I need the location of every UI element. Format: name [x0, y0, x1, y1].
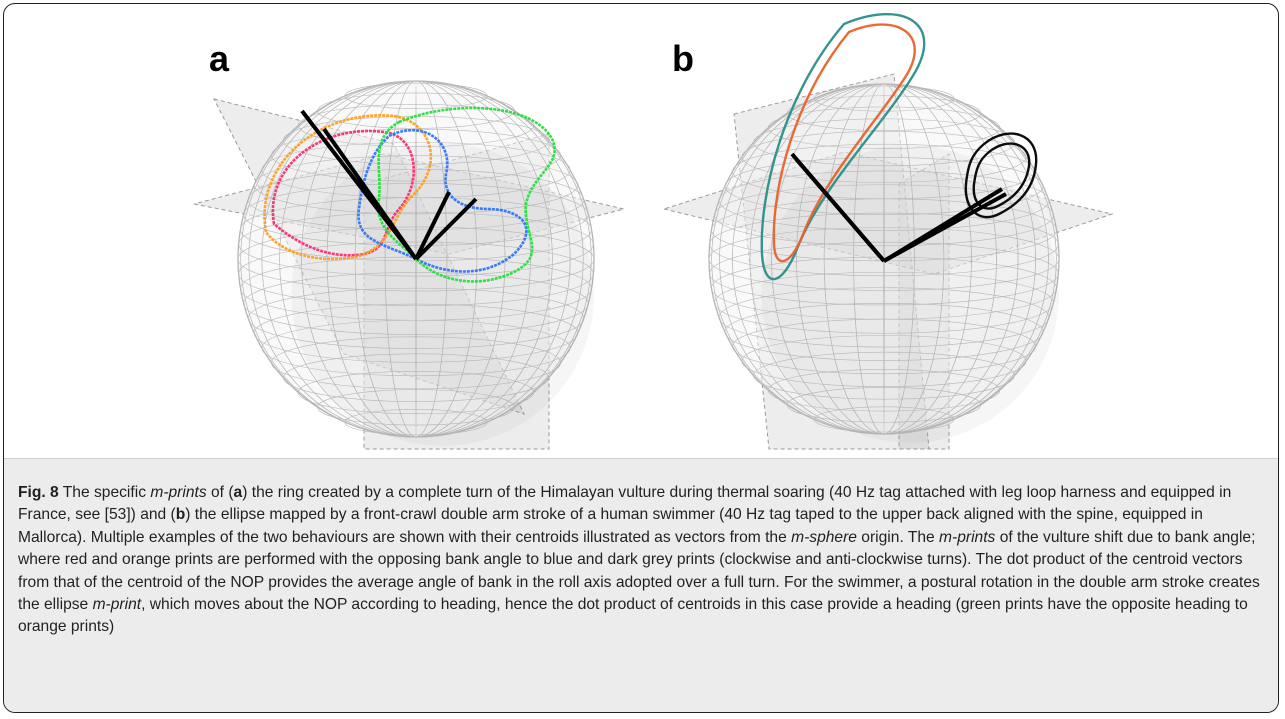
caption-text-3: ) the ring created by a complete turn of…	[18, 484, 1232, 524]
caption-text-1: The specific	[58, 484, 151, 501]
caption-text-2: of (	[206, 484, 234, 501]
mprint-loop	[357, 129, 528, 273]
panel-b-msphere	[662, 13, 1114, 450]
panel-a-msphere	[193, 80, 625, 450]
centroid-vector	[883, 192, 1007, 263]
mprint-loop	[972, 142, 1031, 210]
figure-caption: Fig. 8 The specific m-prints of (a) the …	[18, 482, 1263, 639]
mprint-loop	[964, 132, 1038, 219]
caption-term-mprints-2: m-prints	[939, 528, 996, 546]
caption-ref-a: a	[233, 484, 243, 501]
caption-divider	[4, 458, 1278, 459]
caption-background	[4, 459, 1278, 712]
caption-term-mprints-1: m-prints	[150, 484, 207, 501]
wireframe-sphere	[237, 80, 595, 446]
caption-text-7: , which moves about the NOP according to…	[18, 596, 1248, 636]
centroid-vector	[322, 127, 418, 261]
centroid-vector	[414, 197, 478, 261]
panel-b-label: b	[672, 38, 694, 79]
caption-text-6: of the vulture shift due to bank angle; …	[18, 528, 1260, 614]
figure-number: Fig. 8	[18, 484, 59, 501]
centroid-vector	[794, 157, 886, 263]
figure-frame: a b Fig. 8 The specific m-prints of (a) …	[3, 3, 1279, 713]
mprint-loop	[271, 129, 415, 257]
panel-a-label: a	[209, 38, 230, 79]
mprint-loop	[263, 114, 433, 261]
centroid-vector	[414, 191, 451, 260]
caption-text-5: origin. The	[856, 528, 940, 546]
mprint-loop	[377, 106, 556, 283]
caption-term-msphere: m-sphere	[791, 528, 857, 546]
mprint-loop	[772, 23, 916, 263]
caption-term-mprint-3: m-print	[92, 596, 142, 614]
caption-ref-b: b	[175, 506, 186, 524]
wireframe-sphere	[708, 83, 1060, 443]
caption-text-4: ) the ellipse mapped by a front-crawl do…	[18, 506, 1203, 546]
figure-graphics: a b	[4, 4, 1278, 458]
